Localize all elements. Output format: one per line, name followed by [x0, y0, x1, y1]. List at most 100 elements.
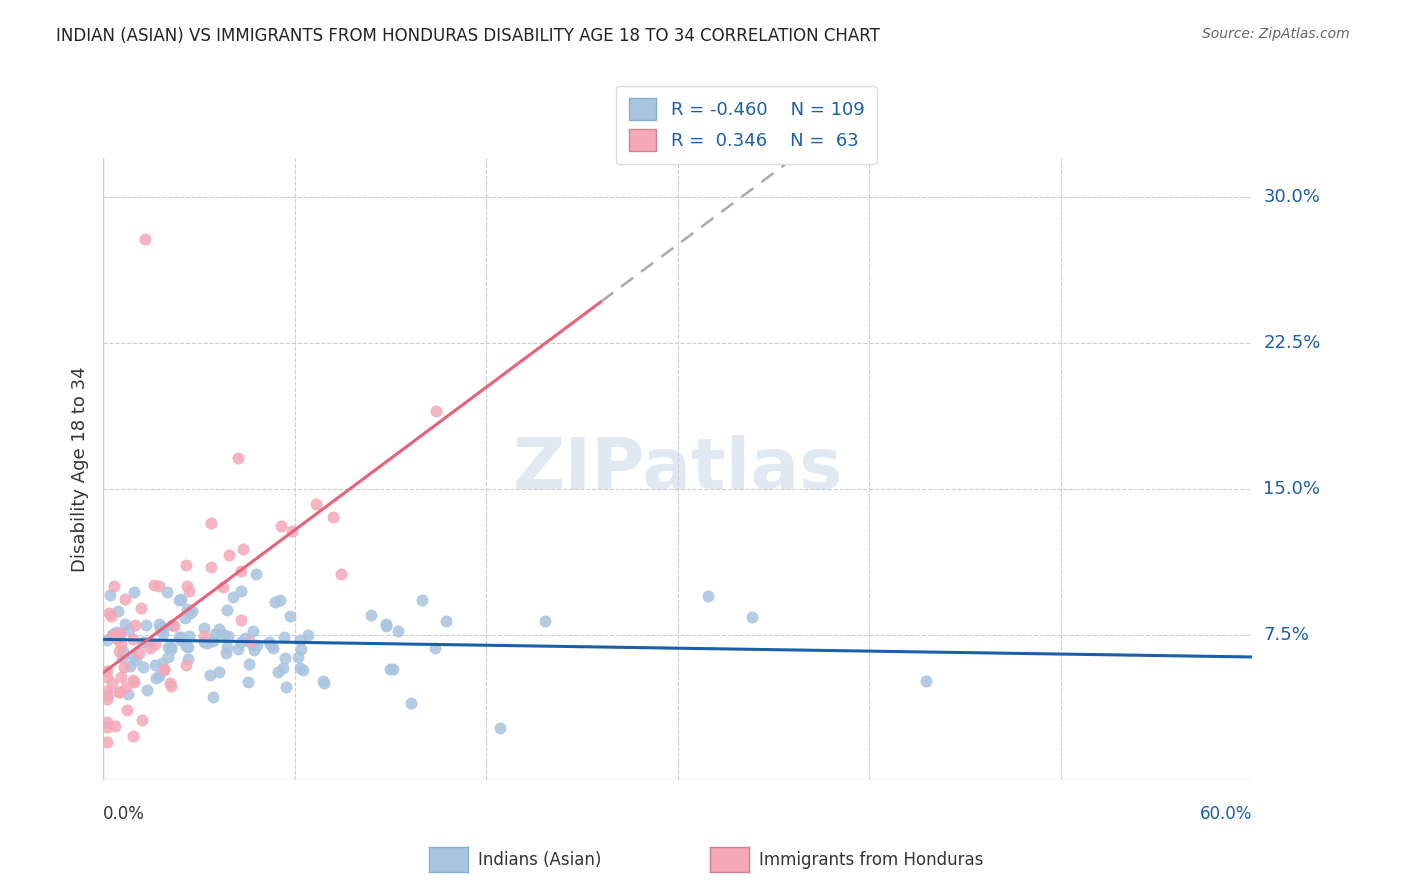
Point [96, 721, 118, 735]
Text: Source: ZipAtlas.com: Source: ZipAtlas.com [1202, 27, 1350, 41]
Point [305, 497, 328, 511]
Point [115, 702, 138, 716]
Point [202, 633, 225, 648]
Point [122, 585, 145, 599]
Point [215, 602, 238, 616]
Point [170, 591, 193, 606]
Point [280, 524, 302, 538]
Point [226, 641, 249, 656]
Point [160, 642, 183, 657]
Point [387, 624, 409, 638]
Point [179, 629, 201, 643]
Point [201, 690, 224, 704]
Point [236, 674, 259, 689]
Point [96, 692, 118, 706]
Point [290, 642, 312, 657]
Legend: R = -0.460    N = 109, R =  0.346    N =  63: R = -0.460 N = 109, R = 0.346 N = 63 [616, 86, 877, 164]
Point [434, 614, 457, 628]
Point [107, 685, 129, 699]
Point [125, 652, 148, 666]
Point [177, 583, 200, 598]
Text: ZIPatlas: ZIPatlas [513, 434, 842, 504]
Text: 0.0%: 0.0% [103, 805, 145, 823]
Point [121, 648, 143, 663]
Point [103, 579, 125, 593]
Text: 60.0%: 60.0% [1199, 805, 1253, 823]
Point [193, 629, 215, 643]
Point [131, 659, 153, 673]
Point [159, 675, 181, 690]
Point [534, 615, 557, 629]
Point [197, 635, 219, 649]
Point [193, 635, 215, 649]
Point [297, 628, 319, 642]
Point [312, 673, 335, 688]
Point [229, 635, 252, 649]
Point [110, 670, 132, 684]
Point [222, 591, 245, 605]
Point [96, 633, 118, 648]
Point [229, 564, 252, 578]
Point [115, 680, 138, 694]
Point [134, 635, 156, 649]
Point [170, 630, 193, 644]
Point [278, 609, 301, 624]
Point [231, 584, 253, 599]
Point [697, 590, 720, 604]
Point [180, 604, 202, 618]
Point [143, 658, 166, 673]
Point [212, 628, 235, 642]
Point [135, 618, 157, 632]
Point [143, 578, 166, 592]
Point [105, 625, 128, 640]
Point [110, 637, 132, 651]
Point [114, 617, 136, 632]
Point [112, 659, 135, 673]
Point [107, 604, 129, 618]
Point [238, 657, 260, 671]
Point [741, 610, 763, 624]
Point [226, 450, 249, 465]
Point [314, 676, 336, 690]
Text: Indians (Asian): Indians (Asian) [478, 851, 602, 869]
Point [143, 638, 166, 652]
Point [97, 689, 120, 703]
Text: Immigrants from Honduras: Immigrants from Honduras [759, 851, 984, 869]
Point [233, 631, 256, 645]
Point [360, 607, 382, 622]
Point [122, 673, 145, 687]
Point [118, 659, 141, 673]
Text: INDIAN (ASIAN) VS IMMIGRANTS FROM HONDURAS DISABILITY AGE 18 TO 34 CORRELATION C: INDIAN (ASIAN) VS IMMIGRANTS FROM HONDUR… [56, 27, 880, 45]
Point [212, 581, 235, 595]
Point [262, 641, 284, 656]
Point [242, 624, 264, 639]
Point [217, 629, 239, 643]
Point [215, 646, 238, 660]
Text: 7.5%: 7.5% [1264, 625, 1309, 643]
Point [96, 664, 118, 678]
Point [489, 721, 512, 735]
Point [425, 404, 447, 418]
Point [274, 680, 297, 694]
Point [121, 729, 143, 743]
Point [122, 675, 145, 690]
Point [273, 630, 295, 644]
Point [401, 696, 423, 710]
Point [96, 670, 118, 684]
Point [200, 559, 222, 574]
Point [269, 593, 291, 607]
Point [270, 519, 292, 533]
Point [382, 662, 405, 676]
Point [160, 618, 183, 632]
Point [152, 627, 174, 641]
Point [232, 542, 254, 557]
Point [153, 663, 176, 677]
Point [100, 609, 122, 624]
Point [322, 509, 344, 524]
Point [411, 593, 433, 607]
Point [193, 621, 215, 635]
Point [110, 626, 132, 640]
Point [423, 640, 446, 655]
Point [208, 665, 231, 680]
Point [264, 595, 287, 609]
